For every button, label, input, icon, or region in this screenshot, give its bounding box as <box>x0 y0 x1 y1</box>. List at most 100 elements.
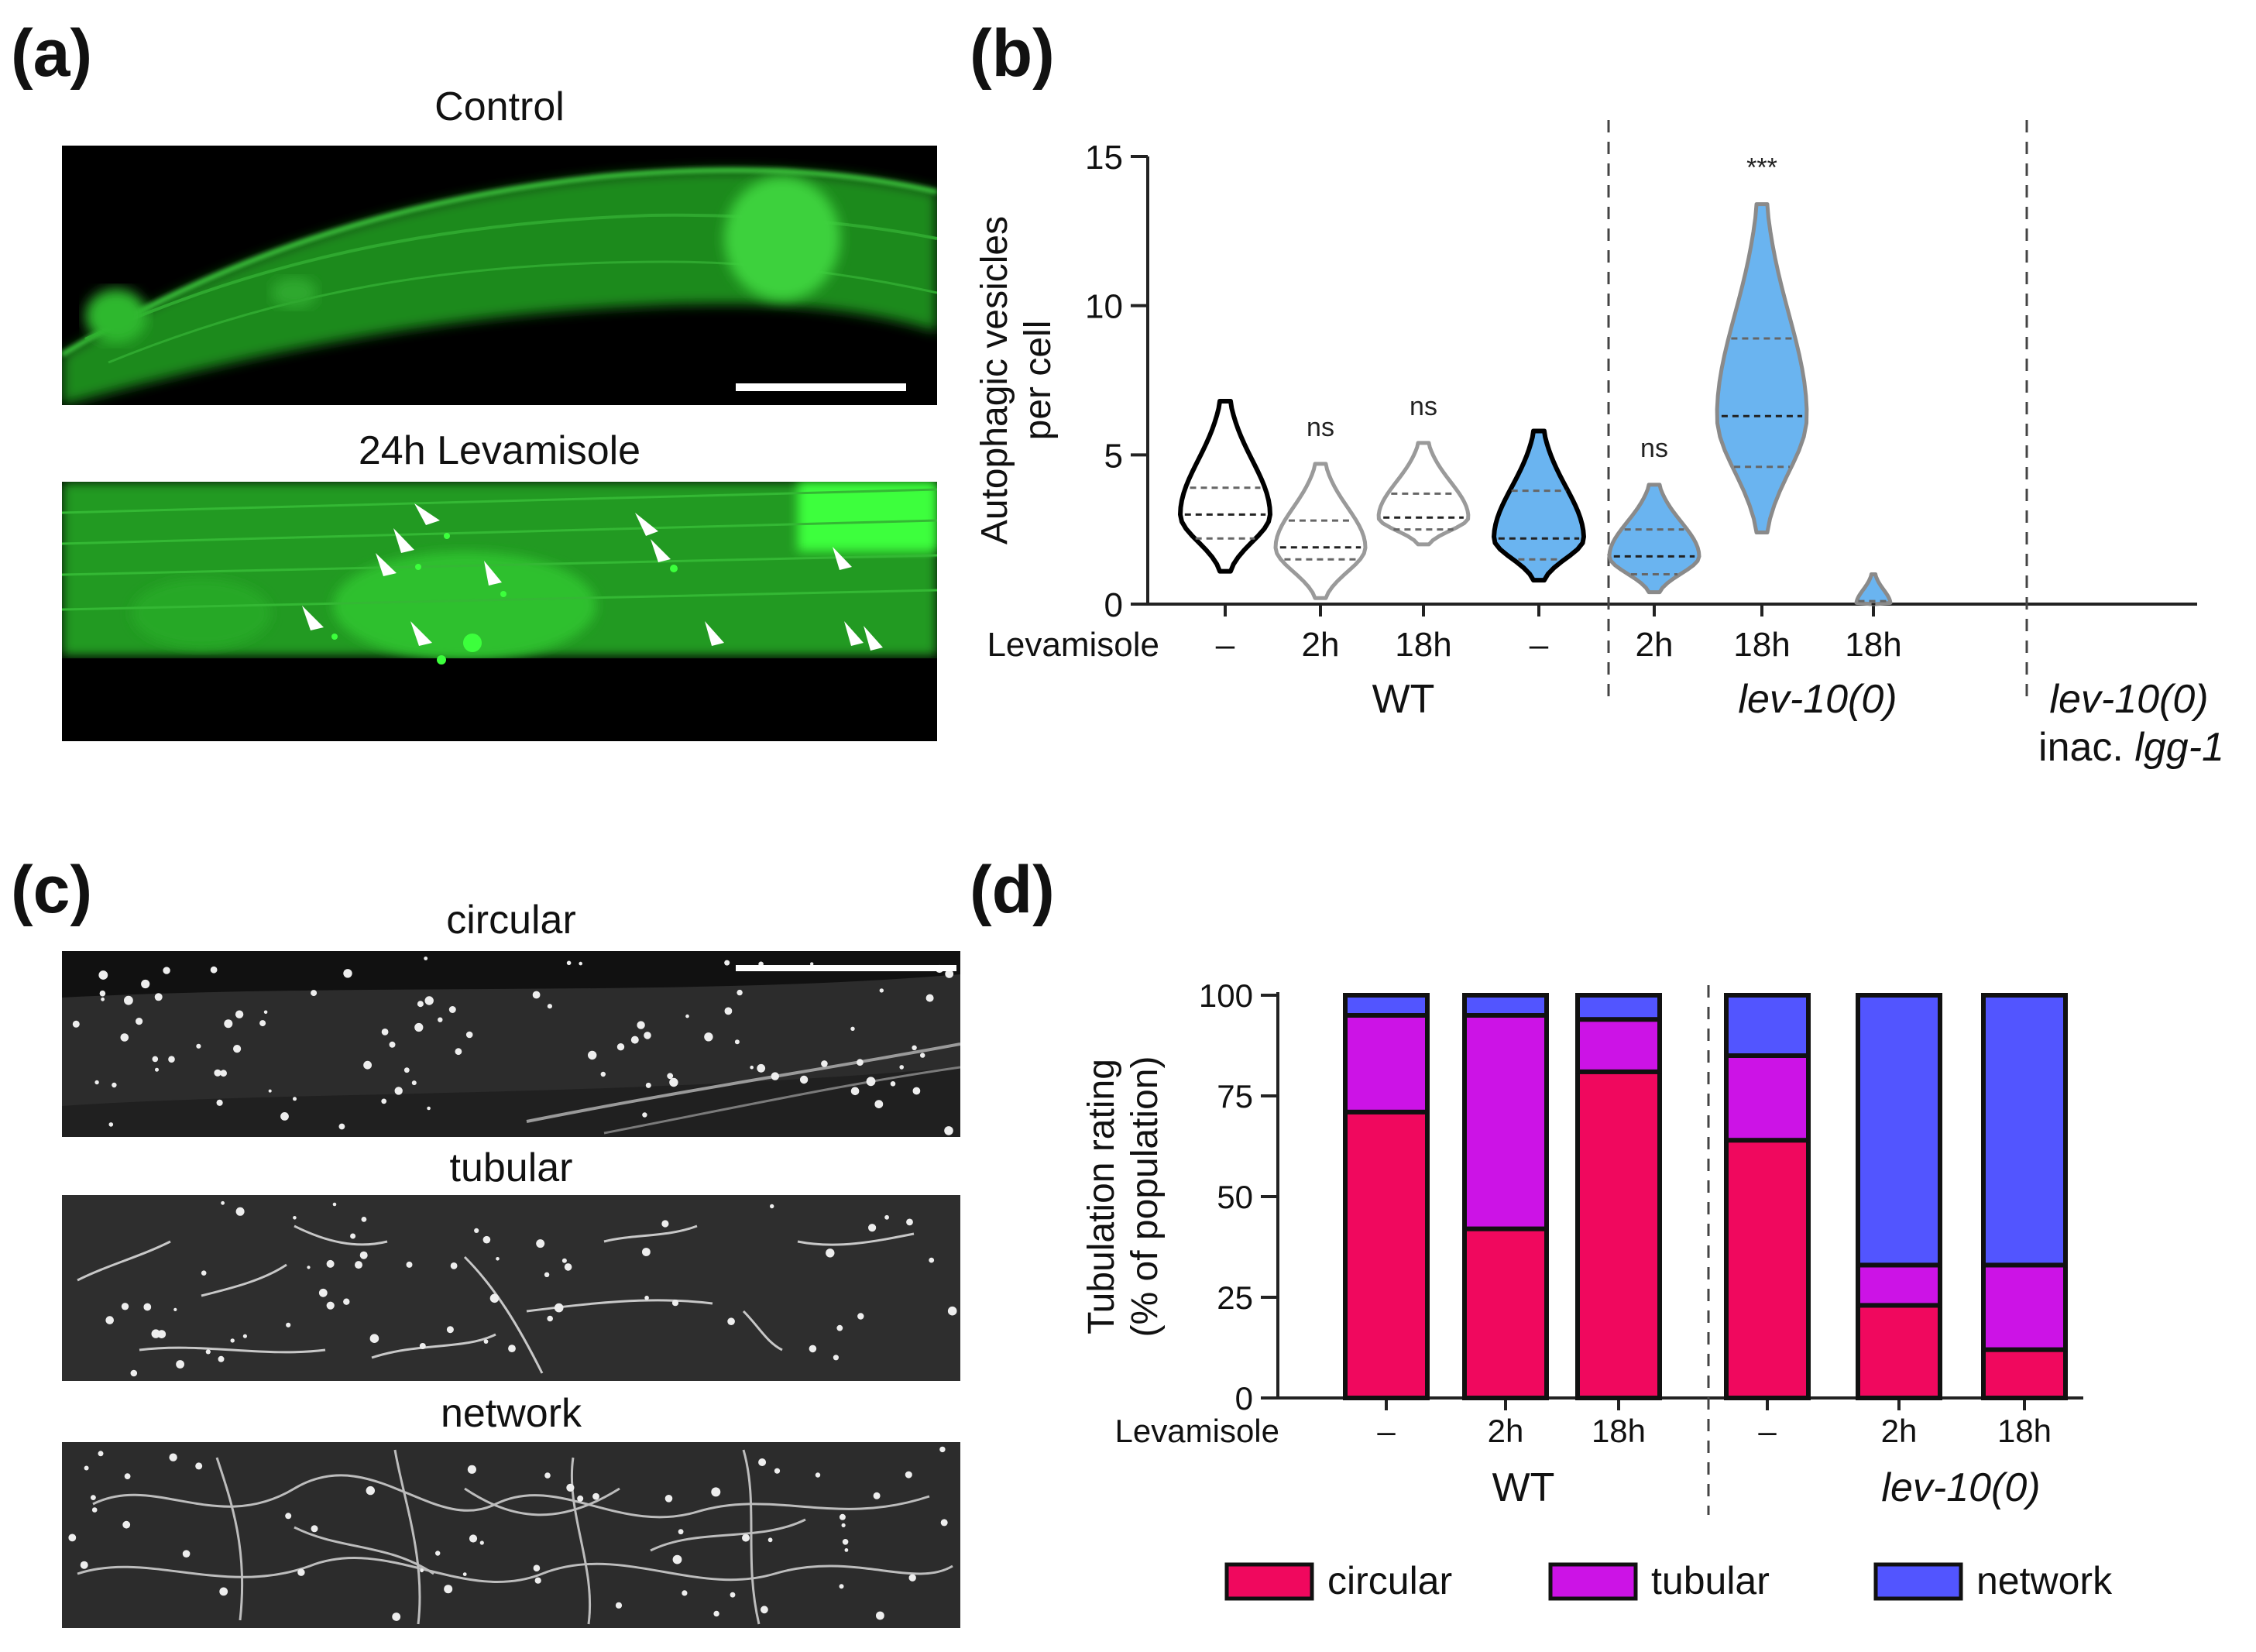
fluorescent-puncta <box>737 989 743 996</box>
fluorescent-puncta <box>929 1257 935 1263</box>
image-title-levamisole: 24h Levamisole <box>358 428 641 473</box>
fluorescent-puncta <box>143 1303 152 1311</box>
fluorescent-puncta <box>669 1077 678 1087</box>
fluorescent-puncta <box>101 997 105 1001</box>
fluorescent-puncta <box>876 1611 884 1620</box>
fluorescent-puncta <box>214 1069 221 1077</box>
panel-letter-a: (a) <box>11 16 93 91</box>
legend-swatch-circular <box>1224 1562 1314 1601</box>
fluorescent-puncta <box>112 1082 117 1088</box>
fluorescent-puncta <box>724 1007 733 1015</box>
bar-segment-network <box>1343 993 1430 1018</box>
fluorescent-puncta <box>169 1453 177 1461</box>
fluorescent-puncta <box>411 1080 417 1086</box>
fluorescent-puncta <box>403 1067 410 1073</box>
micrograph-control <box>62 146 937 405</box>
fluorescent-puncta <box>233 1045 242 1053</box>
fluorescent-puncta <box>713 1610 719 1617</box>
fluorescent-puncta <box>122 1520 131 1529</box>
fluorescent-puncta <box>815 1472 821 1478</box>
micrograph-tubular <box>62 1195 960 1381</box>
fluorescent-puncta <box>221 1200 225 1205</box>
fluorescent-puncta <box>839 1584 844 1589</box>
fluorescent-puncta <box>220 1070 227 1077</box>
y-tick-label: 75 <box>1217 1078 1253 1114</box>
fluorescent-puncta <box>912 1087 921 1095</box>
fluorescent-puncta <box>121 1303 129 1310</box>
fluorescent-puncta <box>130 1369 138 1377</box>
fluorescent-puncta <box>105 1316 114 1324</box>
y-tick-label: 100 <box>1199 977 1253 1014</box>
fluorescent-puncta <box>873 1492 881 1499</box>
fluorescent-puncta <box>868 1224 877 1232</box>
fluorescent-puncta <box>945 970 954 978</box>
fluorescent-puncta <box>588 1050 597 1060</box>
fluorescent-puncta <box>462 1572 467 1576</box>
fluorescent-puncta <box>534 1577 541 1584</box>
condition-label: 2h <box>1881 1413 1918 1449</box>
fluorescent-puncta <box>359 1251 368 1259</box>
condition-label: 2h <box>1636 626 1674 664</box>
fluorescent-puncta <box>176 1360 185 1369</box>
micrograph-network <box>62 1442 960 1628</box>
fluorescent-puncta <box>672 1554 682 1564</box>
fluorescent-puncta <box>438 1017 443 1022</box>
fluorescent-puncta <box>136 1018 143 1025</box>
fluorescent-puncta <box>216 1099 223 1106</box>
fluorescent-puncta <box>94 1080 99 1085</box>
violin <box>1715 202 1809 535</box>
condition-label: – <box>1758 1413 1777 1449</box>
y-tick-label: 5 <box>1104 437 1123 475</box>
row-label-levamisole: Levamisole <box>987 626 1159 664</box>
group-label-lev10: lev-10(0) <box>1881 1465 2040 1510</box>
fluorescent-puncta <box>615 1602 623 1609</box>
fluorescent-puncta <box>369 1334 379 1343</box>
chart-d: 0 25 50 75 100 Tubulation rating(% of populat… <box>1081 977 2113 1602</box>
fluorescent-puncta <box>566 1483 575 1492</box>
fluorescent-puncta <box>168 1056 175 1063</box>
bar-segment-tubular <box>1343 1013 1430 1114</box>
panel-letter-b: (b) <box>970 16 1055 91</box>
fluorescent-puncta <box>857 1313 864 1320</box>
fluorescent-puncta <box>326 1259 335 1268</box>
fluorescent-puncta <box>483 1339 489 1344</box>
y-axis-label: Tubulation rating(% of population) <box>1081 1056 1166 1338</box>
fluorescent-puncta <box>381 1029 389 1036</box>
fluorescent-puncta <box>381 1098 387 1104</box>
fluorescent-puncta <box>389 1041 396 1048</box>
fluorescent-puncta <box>939 1446 946 1453</box>
fluorescent-puncta <box>645 1082 651 1088</box>
condition-label: 2h <box>1488 1413 1524 1449</box>
fluorescent-puncta <box>839 1513 846 1520</box>
fluorescent-puncta <box>68 1534 77 1542</box>
fluorescent-puncta <box>750 1065 754 1070</box>
fluorescent-puncta <box>332 1202 337 1207</box>
fluorescent-puncta <box>547 1004 553 1009</box>
fluorescent-puncta <box>84 1465 89 1471</box>
panel-letter-d: (d) <box>970 853 1055 927</box>
fluorescent-puncta <box>196 1043 201 1049</box>
fluorescent-puncta <box>219 1587 228 1596</box>
fluorescent-puncta <box>366 1485 375 1496</box>
fluorescent-puncta <box>482 1235 491 1244</box>
fluorescent-puncta <box>210 966 218 974</box>
panel-letter-c: (c) <box>11 853 93 927</box>
fluorescent-puncta <box>826 1248 835 1258</box>
fluorescent-puncta <box>326 1301 335 1310</box>
bar-segment-circular <box>1343 1109 1430 1400</box>
fluorescent-puncta <box>857 1059 864 1066</box>
condition-label: 18h <box>1997 1413 2052 1449</box>
fluorescent-puncta <box>592 1492 599 1500</box>
image-title-network: network <box>440 1391 582 1436</box>
fluorescent-puncta <box>842 1539 849 1545</box>
fluorescent-puncta <box>163 967 170 974</box>
fluorescent-puncta <box>155 1067 159 1072</box>
fluorescent-puncta <box>866 1077 876 1087</box>
condition-label: – <box>1530 626 1549 664</box>
fluorescent-puncta <box>912 1045 917 1050</box>
micrograph-levamisole <box>62 482 937 741</box>
fluorescent-puncta <box>474 1228 479 1233</box>
fluorescent-puncta <box>444 1585 453 1594</box>
y-tick-label: 15 <box>1085 139 1123 177</box>
fluorescent-puncta <box>905 1471 912 1479</box>
